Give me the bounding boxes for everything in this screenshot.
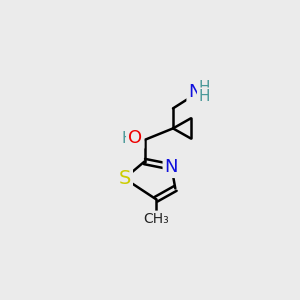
Text: S: S xyxy=(118,169,131,188)
Text: H: H xyxy=(199,80,210,95)
Text: H: H xyxy=(122,131,133,146)
Text: N: N xyxy=(165,158,178,176)
Text: N: N xyxy=(189,83,202,101)
Text: O: O xyxy=(128,129,142,147)
Text: CH₃: CH₃ xyxy=(143,212,169,226)
Text: H: H xyxy=(199,89,210,104)
